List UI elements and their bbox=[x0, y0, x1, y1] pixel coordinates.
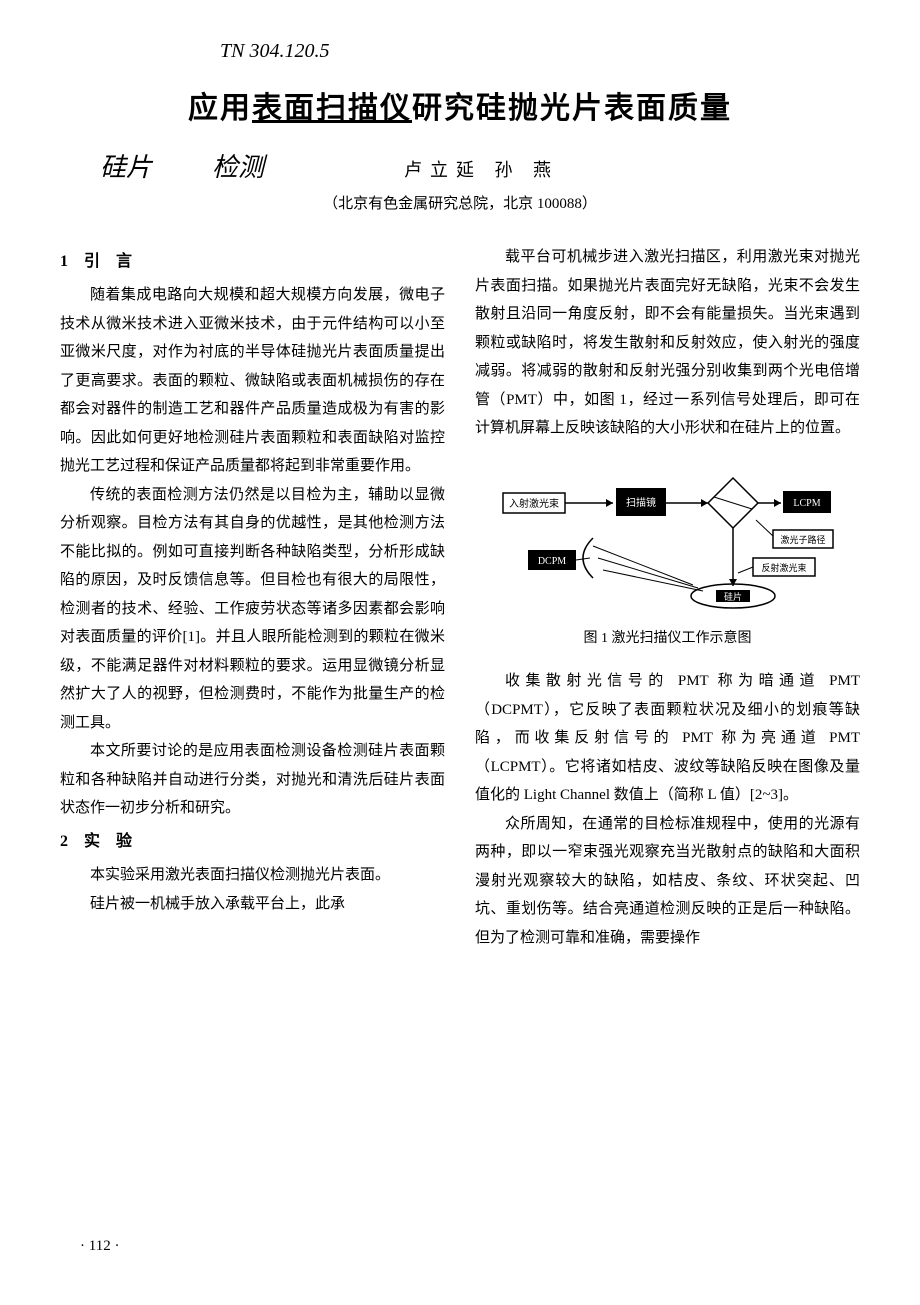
left-column: 1 引 言 随着集成电路向大规模和超大规模方向发展，微电子技术从微米技术进入亚微… bbox=[60, 243, 445, 952]
left-paragraph-2: 传统的表面检测方法仍然是以目检为主，辅助以显微分析观察。目检方法有其自身的优越性… bbox=[60, 481, 445, 738]
section-2-heading: 2 实 验 bbox=[60, 827, 445, 857]
paper-title: 应用表面扫描仪研究硅抛光片表面质量 bbox=[60, 83, 860, 127]
left-paragraph-5: 硅片被一机械手放入承载平台上，此承 bbox=[60, 890, 445, 919]
left-paragraph-3: 本文所要讨论的是应用表面检测设备检测硅片表面颗粒和各种缺陷并自动进行分类，对抛光… bbox=[60, 737, 445, 823]
right-paragraph-1: 载平台可机械步进入激光扫描区，利用激光束对抛光片表面扫描。如果抛光片表面完好无缺… bbox=[475, 243, 860, 443]
right-column: 载平台可机械步进入激光扫描区，利用激光束对抛光片表面扫描。如果抛光片表面完好无缺… bbox=[475, 243, 860, 952]
figure-1-caption: 图 1 激光扫描仪工作示意图 bbox=[475, 626, 860, 653]
section-1-heading: 1 引 言 bbox=[60, 247, 445, 277]
figure-1: 入射激光束 扫描镜 LCPM bbox=[475, 458, 860, 653]
classification-code: TN 304.120.5 bbox=[220, 40, 860, 63]
authors: 卢立延 孙 燕 bbox=[404, 156, 559, 182]
handwritten-annotations: 硅片 检测 卢立延 孙 燕 bbox=[60, 147, 860, 184]
title-part1: 应用 bbox=[188, 92, 252, 125]
label-lcpm: LCPM bbox=[793, 498, 820, 509]
left-paragraph-4: 本实验采用激光表面扫描仪检测抛光片表面。 bbox=[60, 861, 445, 890]
affiliation: （北京有色金属研究总院，北京 100088） bbox=[60, 192, 860, 213]
left-paragraph-1: 随着集成电路向大规模和超大规模方向发展，微电子技术从微米技术进入亚微米技术，由于… bbox=[60, 281, 445, 481]
content-columns: 1 引 言 随着集成电路向大规模和超大规模方向发展，微电子技术从微米技术进入亚微… bbox=[60, 243, 860, 952]
label-reflected: 反射激光束 bbox=[761, 562, 806, 573]
page-number: · 112 · bbox=[80, 1238, 119, 1255]
laser-scanner-diagram: 入射激光束 扫描镜 LCPM bbox=[498, 458, 838, 618]
title-part2: 研究硅抛光片表面质量 bbox=[412, 92, 732, 125]
right-paragraph-3: 众所周知，在通常的目检标准规程中，使用的光源有两种，即以一窄束强光观察充当光散射… bbox=[475, 810, 860, 953]
label-scanner: 扫描镜 bbox=[626, 496, 656, 509]
label-wafer: 硅片 bbox=[723, 591, 741, 602]
handwritten-note-1: 硅片 bbox=[100, 147, 152, 184]
title-underlined: 表面扫描仪 bbox=[252, 92, 412, 125]
handwritten-note-2: 检测 bbox=[212, 147, 264, 184]
right-paragraph-2: 收集散射光信号的 PMT 称为暗通道 PMT（DCPMT），它反映了表面颗粒状况… bbox=[475, 667, 860, 810]
label-laser-path: 激光子路径 bbox=[780, 534, 825, 545]
label-dcpm: DCPM bbox=[537, 556, 565, 567]
label-input-laser: 入射激光束 bbox=[509, 497, 559, 510]
